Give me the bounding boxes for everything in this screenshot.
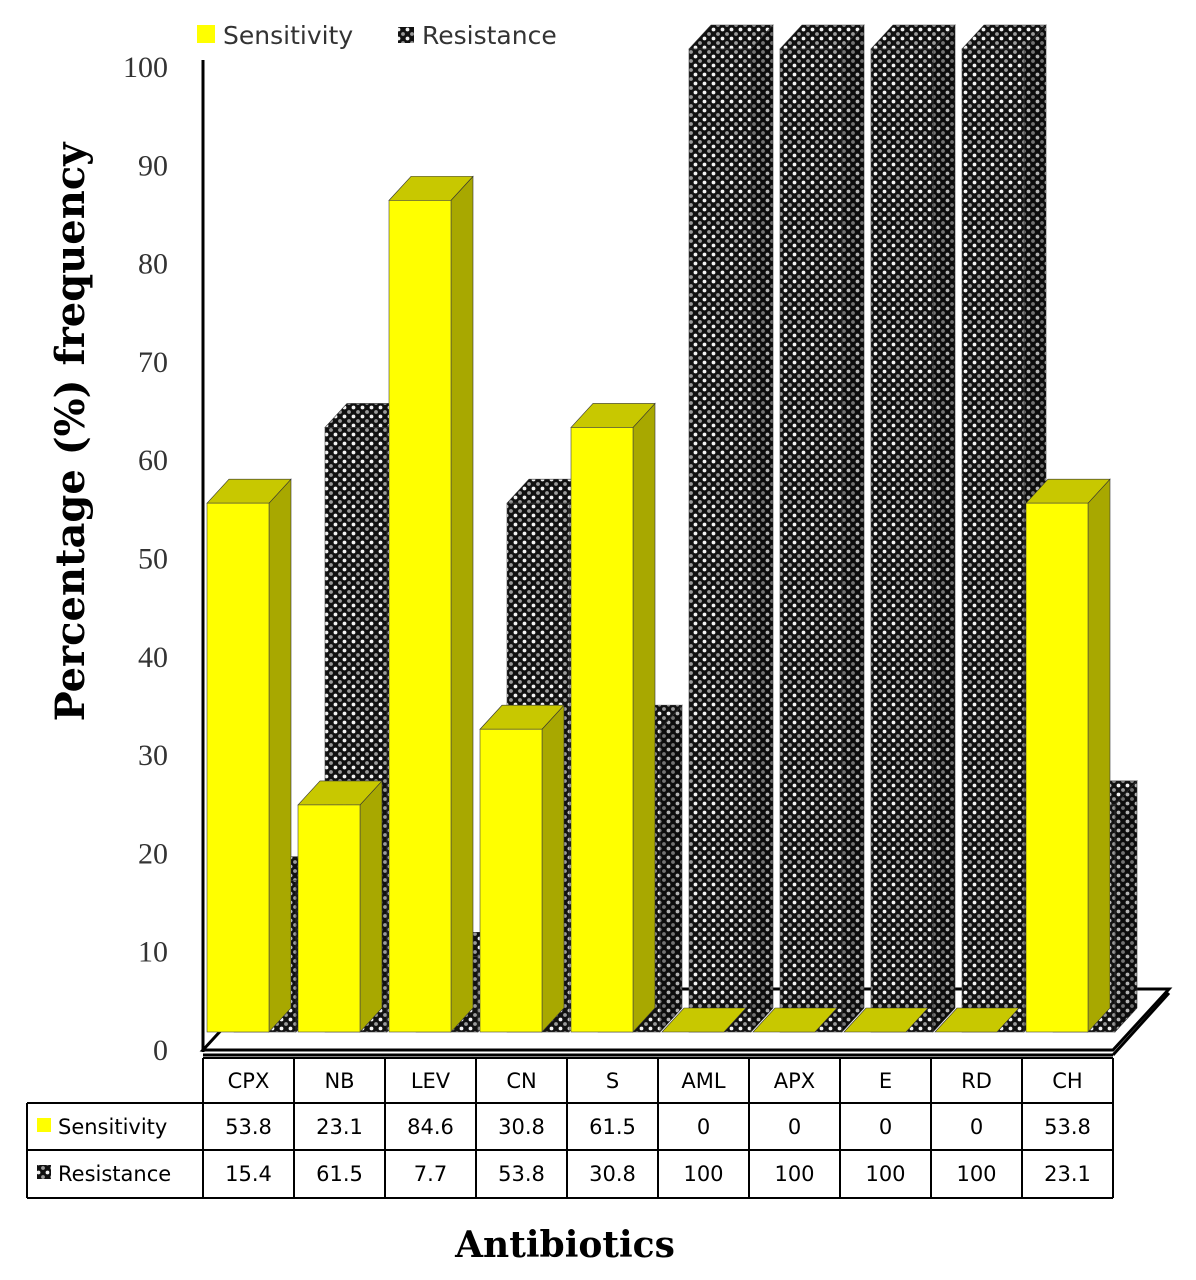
x-tick-label: AML: [681, 1069, 725, 1093]
bar-side-face: [632, 402, 656, 1033]
y-tick-label: 40: [138, 641, 168, 674]
data-label: 23.1: [1044, 1162, 1091, 1186]
floor-right-edge: [1111, 991, 1171, 1057]
bar-side-shade: [933, 25, 955, 1032]
bar-front-face: [961, 48, 1025, 1033]
bar-front-face: [688, 48, 752, 1033]
data-label: 15.4: [225, 1162, 272, 1186]
data-label: 30.8: [498, 1115, 545, 1139]
data-table-grid: [26, 1057, 1114, 1199]
data-label: 23.1: [316, 1115, 363, 1139]
x-tick-label: S: [606, 1069, 619, 1093]
data-label: 0: [788, 1115, 801, 1139]
data-label: 100: [683, 1162, 723, 1186]
bar-top-face: [752, 1007, 838, 1033]
bar-front-face: [779, 48, 843, 1033]
table-resistance-key: [37, 1165, 51, 1179]
bar-top-face: [661, 1007, 747, 1033]
y-tick-label: 60: [138, 444, 168, 477]
data-label: 61.5: [316, 1162, 363, 1186]
data-table-cells: CPX NB LEV CN S AML APX E RD CH 53.8 23.1 84.6 30.8 61…: [225, 1069, 1091, 1186]
data-label: 0: [970, 1115, 983, 1139]
x-tick-label: CPX: [228, 1069, 270, 1093]
bar-side-face: [1087, 478, 1111, 1033]
bars-layer: [206, 24, 1138, 1033]
bar-sensitivity-ch: [1025, 478, 1111, 1033]
bar-front-face: [388, 200, 452, 1033]
bar-side-shade: [1115, 780, 1137, 1032]
bar-sensitivity-s: [570, 402, 656, 1033]
data-label: 30.8: [589, 1162, 636, 1186]
y-tick-label: 10: [138, 936, 168, 969]
data-label: 100: [774, 1162, 814, 1186]
x-tick-label: RD: [961, 1069, 992, 1093]
bar-side-face: [268, 478, 292, 1033]
bar-resistance-apx: [779, 24, 865, 1033]
bar-side-shade: [660, 705, 682, 1032]
bar-front-face: [479, 728, 543, 1033]
y-tick-label: 50: [138, 543, 168, 576]
table-row-label-resistance: Resistance: [58, 1162, 171, 1186]
x-tick-label: CN: [506, 1069, 536, 1093]
bar-side-shade: [751, 25, 773, 1032]
x-tick-label: E: [879, 1069, 892, 1093]
data-label: 53.8: [225, 1115, 272, 1139]
data-table: CPX NB LEV CN S AML APX E RD CH 53.8 23.1 84.6 30.8 61…: [26, 1057, 1114, 1199]
data-label: 53.8: [498, 1162, 545, 1186]
bar-sensitivity-aml: [661, 1007, 747, 1033]
bar-sensitivity-rd: [934, 1007, 1020, 1033]
data-label: 53.8: [1044, 1115, 1091, 1139]
bar-sensitivity-nb: [297, 780, 383, 1033]
x-tick-label: APX: [774, 1069, 815, 1093]
bar-sensitivity-cpx: [206, 478, 292, 1033]
table-sensitivity-key: [37, 1118, 51, 1132]
legend-resistance-label: Resistance: [422, 21, 557, 50]
bar-sensitivity-apx: [752, 1007, 838, 1033]
bar-top-face: [843, 1007, 929, 1033]
table-row-label-sensitivity: Sensitivity: [58, 1115, 167, 1139]
legend-resistance-swatch: [398, 27, 414, 43]
legend: Sensitivity Resistance: [197, 21, 557, 50]
bar-front-face: [870, 48, 934, 1033]
legend-sensitivity-swatch: [197, 25, 215, 43]
bar-sensitivity-e: [843, 1007, 929, 1033]
bar-sensitivity-cn: [479, 704, 565, 1033]
data-label: 84.6: [407, 1115, 454, 1139]
bar-front-face: [570, 427, 634, 1033]
x-tick-label: NB: [324, 1069, 354, 1093]
x-axis-title: Antibiotics: [454, 1224, 675, 1266]
y-tick-label: 100: [123, 51, 168, 84]
x-tick-label: LEV: [411, 1069, 451, 1093]
bar-front-face: [206, 502, 270, 1033]
y-tick-label: 30: [138, 739, 168, 772]
x-tick-label: CH: [1052, 1069, 1082, 1093]
y-tick-label: 20: [138, 837, 168, 870]
y-axis-title: Percentage (%) frequency: [47, 141, 94, 722]
bar-front-face: [1025, 502, 1089, 1033]
y-tick-label: 90: [138, 149, 168, 182]
y-tick-label: 80: [138, 248, 168, 281]
y-axis-ticks: 0 10 20 30 40 50 60 70 80 90 100: [123, 51, 168, 1067]
data-label: 61.5: [589, 1115, 636, 1139]
data-label: 100: [956, 1162, 996, 1186]
bar-side-shade: [842, 25, 864, 1032]
bar-front-face: [297, 804, 361, 1033]
bar-side-face: [541, 704, 565, 1033]
bar-side-face: [359, 780, 383, 1033]
y-tick-label: 70: [138, 346, 168, 379]
legend-sensitivity-label: Sensitivity: [223, 21, 353, 50]
data-label: 7.7: [414, 1162, 447, 1186]
bar-sensitivity-lev: [388, 175, 474, 1033]
data-label: 0: [879, 1115, 892, 1139]
bar-top-face: [934, 1007, 1020, 1033]
data-label: 0: [697, 1115, 710, 1139]
bar-resistance-aml: [688, 24, 774, 1033]
y-tick-label: 0: [153, 1034, 168, 1067]
bar-resistance-e: [870, 24, 956, 1033]
bar-side-face: [450, 175, 474, 1033]
data-label: 100: [865, 1162, 905, 1186]
